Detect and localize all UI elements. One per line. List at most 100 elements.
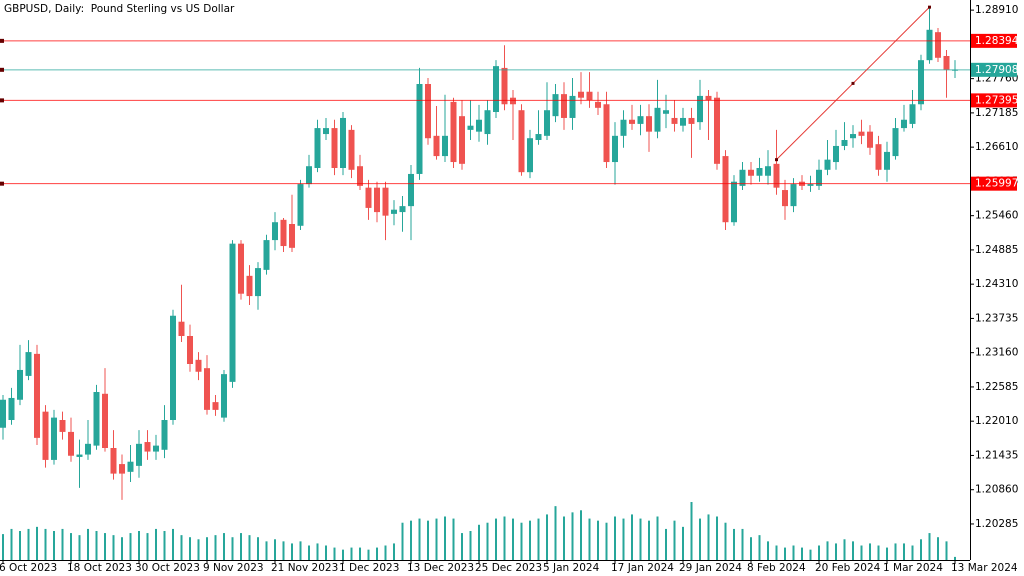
volume-bar bbox=[384, 545, 387, 560]
candle-body bbox=[493, 66, 499, 112]
volume-bar bbox=[478, 524, 480, 560]
candle-body bbox=[926, 29, 933, 61]
volume-bar bbox=[486, 522, 489, 560]
volume-bar bbox=[401, 522, 404, 560]
candle-body bbox=[374, 187, 380, 213]
candle-body bbox=[527, 138, 533, 173]
candle-body bbox=[59, 420, 66, 432]
volume-bar bbox=[937, 537, 939, 560]
candle-body bbox=[688, 117, 695, 124]
volume-bar bbox=[282, 541, 285, 560]
candle-body bbox=[93, 392, 100, 446]
candle-body bbox=[578, 91, 584, 98]
volume-bar bbox=[656, 516, 659, 560]
volume-bar bbox=[707, 514, 710, 560]
y-tick-label: 1.22585 bbox=[975, 381, 1018, 393]
candle-body bbox=[297, 184, 304, 226]
volume-bar bbox=[240, 533, 242, 560]
volume-bar bbox=[512, 518, 514, 560]
volume-bar bbox=[809, 549, 812, 560]
y-tick-label: 1.20285 bbox=[975, 518, 1018, 530]
volume-bar bbox=[189, 537, 191, 560]
volume-bar bbox=[27, 528, 30, 560]
candle-body bbox=[221, 374, 227, 418]
volume-bar bbox=[206, 537, 208, 560]
level-label: 1.27908 bbox=[975, 64, 1018, 76]
candle-body bbox=[552, 94, 559, 117]
candle-body bbox=[901, 119, 907, 129]
candle-body bbox=[229, 243, 236, 382]
candle-body bbox=[433, 135, 440, 157]
candle-body bbox=[263, 240, 270, 270]
volume-bar bbox=[520, 522, 523, 560]
volume-bar bbox=[835, 543, 837, 560]
volume-bar bbox=[78, 535, 81, 560]
volume-bar bbox=[70, 533, 72, 560]
volume-bar bbox=[869, 543, 871, 560]
candle-body bbox=[119, 464, 125, 474]
candle-body bbox=[85, 443, 91, 455]
volume-bar bbox=[920, 539, 922, 560]
candle-body bbox=[272, 222, 278, 241]
candle-body bbox=[314, 128, 321, 168]
volume-bar bbox=[138, 531, 140, 560]
volume-bar bbox=[733, 528, 735, 560]
x-tick-label: 6 Oct 2023 bbox=[0, 562, 57, 574]
volume-bar bbox=[359, 547, 361, 560]
y-tick-label: 1.24885 bbox=[975, 244, 1018, 256]
volume-bar bbox=[563, 516, 565, 560]
volume-bar bbox=[316, 543, 319, 560]
candle-body bbox=[102, 393, 108, 448]
y-tick-label: 1.22010 bbox=[975, 415, 1018, 427]
volume-bar bbox=[393, 543, 395, 560]
volume-bar bbox=[843, 539, 846, 560]
candle-body bbox=[195, 359, 202, 372]
volume-bar bbox=[622, 518, 625, 560]
candle-body bbox=[773, 163, 780, 188]
volume-bar bbox=[597, 520, 599, 560]
x-tick-label: 17 Jan 2024 bbox=[611, 562, 674, 574]
candle-body bbox=[875, 144, 882, 170]
volume-bar bbox=[265, 541, 268, 560]
level-label-box bbox=[971, 33, 1017, 48]
y-tick-label: 1.27185 bbox=[975, 107, 1018, 119]
volume-bar bbox=[10, 528, 13, 560]
volume-bar bbox=[461, 533, 463, 560]
candle-body bbox=[289, 224, 295, 248]
volume-bar bbox=[410, 520, 412, 560]
volume-bar bbox=[248, 535, 251, 560]
x-tick-label: 25 Dec 2023 bbox=[475, 562, 542, 574]
volume-bar bbox=[342, 549, 344, 560]
candle-body bbox=[850, 134, 856, 139]
volume-bar bbox=[690, 502, 693, 560]
volume-bar bbox=[758, 535, 761, 560]
candle-body bbox=[382, 187, 389, 216]
volume-bar bbox=[852, 541, 854, 560]
volume-bar bbox=[87, 528, 89, 560]
volume-bar bbox=[418, 518, 421, 560]
volume-bar bbox=[308, 545, 310, 560]
volume-bar bbox=[333, 547, 336, 560]
volume-bar bbox=[792, 545, 795, 560]
candle-body bbox=[824, 159, 831, 170]
candle-body bbox=[595, 101, 601, 108]
candle-body bbox=[238, 243, 244, 294]
volume-bar bbox=[257, 537, 259, 560]
volume-bar bbox=[945, 541, 948, 560]
candle-body bbox=[561, 94, 567, 118]
volume-bar bbox=[716, 516, 718, 560]
candle-body bbox=[501, 67, 508, 105]
candle-body bbox=[306, 166, 312, 185]
volume-bar bbox=[903, 543, 905, 560]
volume-bar bbox=[750, 537, 752, 560]
volume-bar bbox=[818, 545, 820, 560]
candle-body bbox=[731, 181, 737, 223]
volume-bar bbox=[444, 516, 446, 560]
candle-body bbox=[586, 91, 593, 101]
volume-bar bbox=[503, 516, 506, 560]
level-label: 1.27395 bbox=[975, 94, 1018, 106]
candle-body bbox=[425, 84, 431, 139]
volume-bar bbox=[427, 520, 429, 560]
